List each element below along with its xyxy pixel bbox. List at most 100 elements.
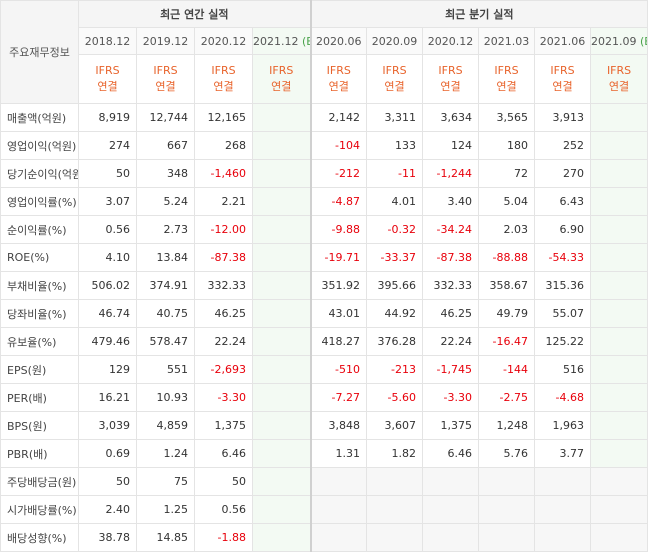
value-cell: 374.91 — [136, 271, 195, 300]
value-cell: 3,634 — [422, 103, 480, 132]
value-cell — [590, 215, 648, 244]
basis-standard: IFRS — [382, 64, 407, 77]
period-label: 2021.09 — [591, 34, 637, 48]
value-cell: -212 — [310, 159, 368, 188]
value-cell: 332.33 — [194, 271, 253, 300]
value-cell: 5.04 — [478, 187, 536, 216]
value-cell: 315.36 — [534, 271, 592, 300]
value-cell: 12,744 — [136, 103, 195, 132]
value-cell — [590, 187, 648, 216]
header-group-row: 주요재무정보 최근 연간 실적 최근 분기 실적 — [0, 0, 648, 104]
period-header-estimate: 2021.12 (E) — [251, 27, 312, 55]
value-cell: 376.28 — [366, 327, 424, 356]
value-cell — [590, 439, 648, 468]
row-label: 부채비율(%) — [0, 271, 79, 300]
value-cell — [478, 467, 536, 496]
table-row: 시가배당률(%) 2.40 1.25 0.56 — [0, 495, 648, 524]
row-label: 당좌비율(%) — [0, 299, 79, 328]
basis-standard: IFRS — [153, 64, 178, 77]
value-cell: 418.27 — [310, 327, 368, 356]
value-cell: 274 — [78, 131, 137, 160]
value-cell — [251, 215, 312, 244]
value-cell: 1.31 — [310, 439, 368, 468]
row-label: 영업이익(억원) — [0, 131, 79, 160]
table-row: 당좌비율(%) 46.74 40.75 46.25 43.01 44.92 46.25 49.… — [0, 299, 648, 328]
row-label: 배당성향(%) — [0, 523, 79, 552]
period-header: 2020.12 — [194, 27, 253, 55]
value-cell: 395.66 — [366, 271, 424, 300]
value-cell: 578.47 — [136, 327, 195, 356]
row-label: 매출액(억원) — [0, 103, 79, 132]
value-cell — [251, 159, 312, 188]
quarter-group-header: 최근 분기 실적 — [310, 0, 648, 28]
period-header-estimate: 2021.09 (E) — [590, 27, 648, 55]
value-cell: 2.03 — [478, 215, 536, 244]
basis-consolidation: 연결 — [271, 80, 292, 93]
value-cell: -11 — [366, 159, 424, 188]
value-cell: 50 — [78, 159, 137, 188]
table-row: 영업이익(억원) 274 667 268 -104 133 124 180 252 — [0, 131, 648, 160]
table-row: 매출액(억원) 8,919 12,744 12,165 2,142 3,311 3,634 3… — [0, 103, 648, 132]
value-cell: 479.46 — [78, 327, 137, 356]
value-cell: -54.33 — [534, 243, 592, 272]
value-cell: 16.21 — [78, 383, 137, 412]
value-cell — [251, 523, 312, 552]
value-cell: -3.30 — [422, 383, 480, 412]
value-cell: 4.01 — [366, 187, 424, 216]
basis-header: IFRS 연결 — [310, 54, 368, 104]
period-header: 2021.03 — [478, 27, 536, 55]
basis-header: IFRS 연결 — [478, 54, 536, 104]
value-cell: -88.88 — [478, 243, 536, 272]
value-cell: 252 — [534, 131, 592, 160]
value-cell — [590, 131, 648, 160]
row-label: BPS(원) — [0, 411, 79, 440]
value-cell: -12.00 — [194, 215, 253, 244]
value-cell: 13.84 — [136, 243, 195, 272]
value-cell: 0.56 — [78, 215, 137, 244]
row-label: 영업이익률(%) — [0, 187, 79, 216]
value-cell: -1,244 — [422, 159, 480, 188]
value-cell: 50 — [78, 467, 137, 496]
basis-standard: IFRS — [211, 64, 236, 77]
basis-consolidation: 연결 — [213, 80, 234, 93]
value-cell: 22.24 — [194, 327, 253, 356]
row-label: PBR(배) — [0, 439, 79, 468]
value-cell: 180 — [478, 131, 536, 160]
basis-header-row: IFRS 연결 IFRS 연결 IFRS 연결 IFRS 연결 IFRS 연결 IFRS 연결 IFRS… — [1, 54, 648, 104]
value-cell: 38.78 — [78, 523, 137, 552]
value-cell: -19.71 — [310, 243, 368, 272]
value-cell — [251, 467, 312, 496]
value-cell — [590, 383, 648, 412]
value-cell: 75 — [136, 467, 195, 496]
value-cell — [478, 495, 536, 524]
value-cell — [251, 243, 312, 272]
value-cell: 10.93 — [136, 383, 195, 412]
value-cell — [422, 495, 480, 524]
value-cell: 125.22 — [534, 327, 592, 356]
basis-consolidation: 연결 — [552, 80, 573, 93]
table-row: 부채비율(%) 506.02 374.91 332.33 351.92 395.66 332… — [0, 271, 648, 300]
value-cell: 43.01 — [310, 299, 368, 328]
value-cell — [251, 271, 312, 300]
value-cell — [478, 523, 536, 552]
value-cell: 2.40 — [78, 495, 137, 524]
value-cell: -2,693 — [194, 355, 253, 384]
table-row: BPS(원) 3,039 4,859 1,375 3,848 3,607 1,375 1,24… — [0, 411, 648, 440]
value-cell: 14.85 — [136, 523, 195, 552]
basis-standard: IFRS — [606, 64, 632, 77]
basis-header: IFRS 연결 — [590, 54, 648, 104]
estimate-mark: (E) — [302, 34, 309, 48]
value-cell: 667 — [136, 131, 195, 160]
basis-consolidation: 연결 — [97, 80, 118, 93]
value-cell: 3.07 — [78, 187, 137, 216]
value-cell: 1.25 — [136, 495, 195, 524]
table-row: 주당배당금(원) 50 75 50 — [0, 467, 648, 496]
row-label: 유보율(%) — [0, 327, 79, 356]
value-cell: -1.88 — [194, 523, 253, 552]
value-cell — [534, 467, 592, 496]
value-cell — [422, 467, 480, 496]
value-cell — [590, 411, 648, 440]
value-cell: -1,745 — [422, 355, 480, 384]
row-label: 시가배당률(%) — [0, 495, 79, 524]
basis-header: IFRS 연결 — [78, 54, 137, 104]
